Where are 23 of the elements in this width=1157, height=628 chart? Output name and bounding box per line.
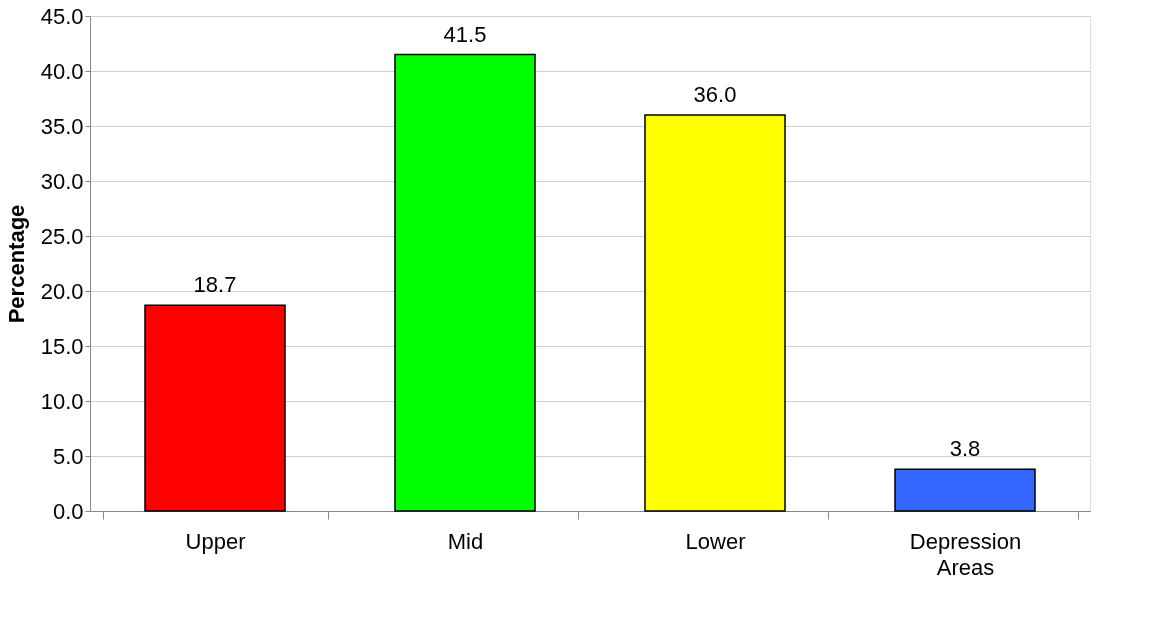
x-tick-label: Lower xyxy=(685,528,746,554)
y-tick-label: 15.0 xyxy=(40,333,84,359)
y-tick-label: 20.0 xyxy=(40,278,84,304)
y-axis-title: Percentage xyxy=(3,204,29,324)
y-tick-label: 0.0 xyxy=(52,498,84,524)
x-tick-label: Mid xyxy=(447,528,484,554)
bar xyxy=(394,53,536,512)
y-tick-label: 10.0 xyxy=(40,388,84,414)
bar xyxy=(144,304,286,512)
x-tick-label: Depression Areas xyxy=(909,528,1022,580)
data-label: 18.7 xyxy=(193,272,237,298)
y-tick-label: 30.0 xyxy=(40,168,84,194)
bar xyxy=(894,468,1036,512)
y-tick-label: 5.0 xyxy=(52,443,84,469)
x-tick-label: Upper xyxy=(185,528,246,554)
y-tick-label: 25.0 xyxy=(40,223,84,249)
data-label: 41.5 xyxy=(443,21,487,47)
y-tick-label: 40.0 xyxy=(40,58,84,84)
bar xyxy=(644,114,786,512)
data-label: 3.8 xyxy=(949,436,981,462)
data-label: 36.0 xyxy=(693,82,737,107)
y-tick-label: 35.0 xyxy=(40,113,84,139)
y-tick-label: 45.0 xyxy=(40,3,84,29)
